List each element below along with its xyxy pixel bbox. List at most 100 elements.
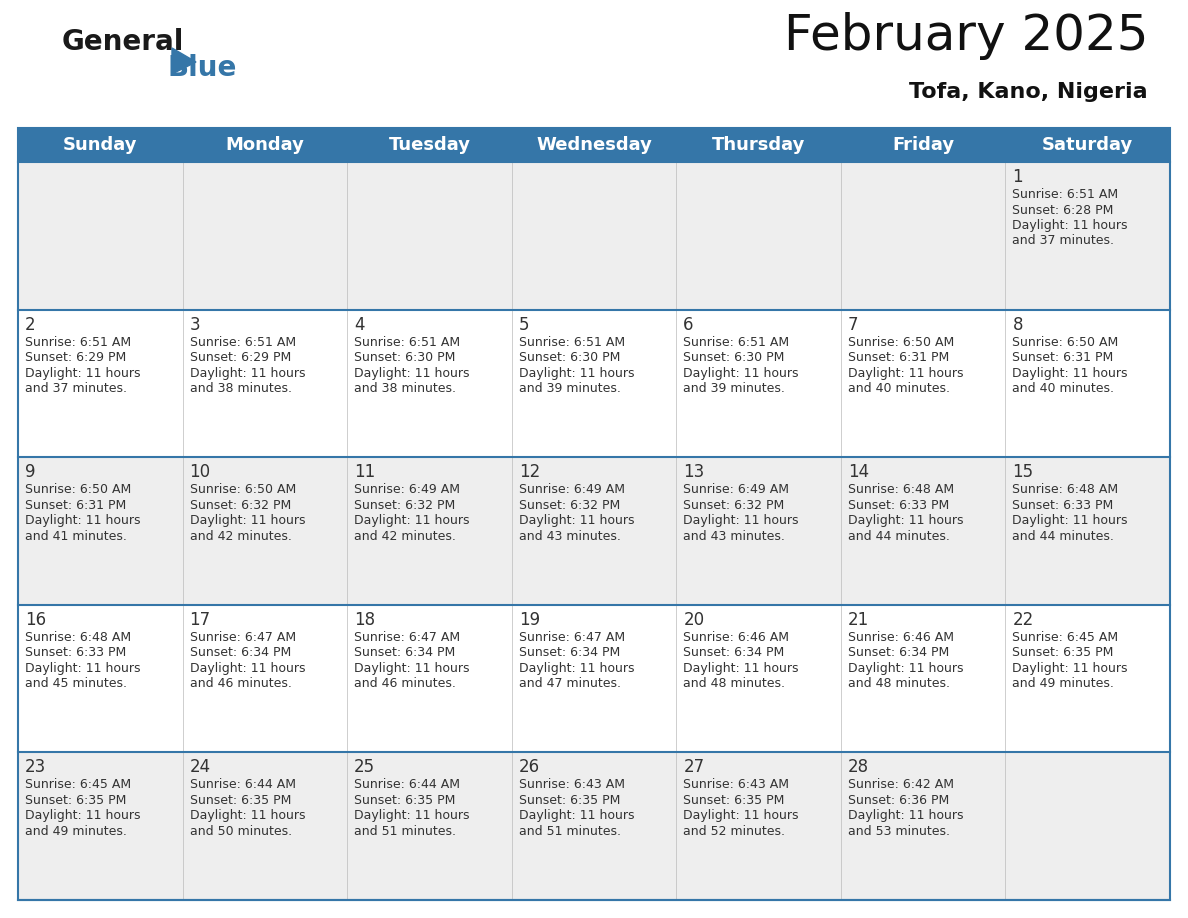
Text: and 38 minutes.: and 38 minutes. xyxy=(190,382,291,395)
Bar xyxy=(18,457,1170,605)
Text: 3: 3 xyxy=(190,316,201,333)
Text: 9: 9 xyxy=(25,464,36,481)
Text: Sunrise: 6:50 AM: Sunrise: 6:50 AM xyxy=(25,483,131,497)
Text: Sunset: 6:32 PM: Sunset: 6:32 PM xyxy=(683,498,784,511)
Text: and 42 minutes.: and 42 minutes. xyxy=(190,530,291,543)
Text: Sunrise: 6:46 AM: Sunrise: 6:46 AM xyxy=(683,631,789,644)
Text: 14: 14 xyxy=(848,464,868,481)
Text: Daylight: 11 hours: Daylight: 11 hours xyxy=(25,810,140,823)
Text: Sunset: 6:33 PM: Sunset: 6:33 PM xyxy=(848,498,949,511)
Text: and 49 minutes.: and 49 minutes. xyxy=(1012,677,1114,690)
Text: and 45 minutes.: and 45 minutes. xyxy=(25,677,127,690)
Text: 26: 26 xyxy=(519,758,539,777)
Text: and 39 minutes.: and 39 minutes. xyxy=(683,382,785,395)
Text: Daylight: 11 hours: Daylight: 11 hours xyxy=(25,514,140,527)
Text: Sunrise: 6:51 AM: Sunrise: 6:51 AM xyxy=(25,336,131,349)
Text: Sunday: Sunday xyxy=(63,136,138,154)
Text: Sunset: 6:32 PM: Sunset: 6:32 PM xyxy=(519,498,620,511)
Text: and 52 minutes.: and 52 minutes. xyxy=(683,825,785,838)
Text: General: General xyxy=(62,28,184,56)
Text: Sunrise: 6:48 AM: Sunrise: 6:48 AM xyxy=(25,631,131,644)
Text: Sunrise: 6:51 AM: Sunrise: 6:51 AM xyxy=(1012,188,1119,201)
Text: Sunrise: 6:47 AM: Sunrise: 6:47 AM xyxy=(519,631,625,644)
Text: and 48 minutes.: and 48 minutes. xyxy=(683,677,785,690)
Text: and 44 minutes.: and 44 minutes. xyxy=(848,530,949,543)
Polygon shape xyxy=(172,48,196,74)
Text: Blue: Blue xyxy=(168,54,236,82)
Text: Daylight: 11 hours: Daylight: 11 hours xyxy=(190,810,305,823)
Text: Sunrise: 6:51 AM: Sunrise: 6:51 AM xyxy=(519,336,625,349)
Text: Sunrise: 6:44 AM: Sunrise: 6:44 AM xyxy=(354,778,460,791)
Text: Daylight: 11 hours: Daylight: 11 hours xyxy=(354,514,469,527)
Text: Sunset: 6:35 PM: Sunset: 6:35 PM xyxy=(519,794,620,807)
Text: Tuesday: Tuesday xyxy=(388,136,470,154)
Text: Sunrise: 6:47 AM: Sunrise: 6:47 AM xyxy=(190,631,296,644)
Text: Sunrise: 6:45 AM: Sunrise: 6:45 AM xyxy=(25,778,131,791)
Text: 25: 25 xyxy=(354,758,375,777)
Text: Daylight: 11 hours: Daylight: 11 hours xyxy=(683,366,798,380)
Text: 17: 17 xyxy=(190,610,210,629)
Text: Sunrise: 6:46 AM: Sunrise: 6:46 AM xyxy=(848,631,954,644)
Text: Sunrise: 6:51 AM: Sunrise: 6:51 AM xyxy=(190,336,296,349)
Text: Daylight: 11 hours: Daylight: 11 hours xyxy=(1012,514,1127,527)
Text: Sunset: 6:29 PM: Sunset: 6:29 PM xyxy=(25,351,126,364)
Text: Thursday: Thursday xyxy=(712,136,805,154)
Text: 2: 2 xyxy=(25,316,36,333)
Text: and 42 minutes.: and 42 minutes. xyxy=(354,530,456,543)
Text: Sunrise: 6:43 AM: Sunrise: 6:43 AM xyxy=(683,778,789,791)
Text: Daylight: 11 hours: Daylight: 11 hours xyxy=(683,514,798,527)
Text: Daylight: 11 hours: Daylight: 11 hours xyxy=(1012,366,1127,380)
Bar xyxy=(18,605,1170,753)
Text: Monday: Monday xyxy=(226,136,304,154)
Text: Daylight: 11 hours: Daylight: 11 hours xyxy=(848,810,963,823)
Text: Friday: Friday xyxy=(892,136,954,154)
Text: Sunrise: 6:49 AM: Sunrise: 6:49 AM xyxy=(519,483,625,497)
Text: Daylight: 11 hours: Daylight: 11 hours xyxy=(519,514,634,527)
Text: 20: 20 xyxy=(683,610,704,629)
Text: 22: 22 xyxy=(1012,610,1034,629)
Text: and 46 minutes.: and 46 minutes. xyxy=(190,677,291,690)
Text: Daylight: 11 hours: Daylight: 11 hours xyxy=(190,366,305,380)
Text: 13: 13 xyxy=(683,464,704,481)
Text: Sunset: 6:35 PM: Sunset: 6:35 PM xyxy=(25,794,126,807)
Text: Sunrise: 6:49 AM: Sunrise: 6:49 AM xyxy=(354,483,460,497)
Text: Daylight: 11 hours: Daylight: 11 hours xyxy=(354,366,469,380)
Bar xyxy=(18,128,1170,900)
Text: Daylight: 11 hours: Daylight: 11 hours xyxy=(848,514,963,527)
Text: and 50 minutes.: and 50 minutes. xyxy=(190,825,292,838)
Text: 11: 11 xyxy=(354,464,375,481)
Text: Sunset: 6:30 PM: Sunset: 6:30 PM xyxy=(519,351,620,364)
Text: 7: 7 xyxy=(848,316,859,333)
Text: Sunrise: 6:50 AM: Sunrise: 6:50 AM xyxy=(190,483,296,497)
Text: Daylight: 11 hours: Daylight: 11 hours xyxy=(519,662,634,675)
Text: Sunset: 6:35 PM: Sunset: 6:35 PM xyxy=(683,794,784,807)
Text: 24: 24 xyxy=(190,758,210,777)
Text: Sunrise: 6:47 AM: Sunrise: 6:47 AM xyxy=(354,631,460,644)
Text: Daylight: 11 hours: Daylight: 11 hours xyxy=(190,514,305,527)
Text: 6: 6 xyxy=(683,316,694,333)
Text: and 40 minutes.: and 40 minutes. xyxy=(1012,382,1114,395)
Text: Daylight: 11 hours: Daylight: 11 hours xyxy=(354,810,469,823)
Text: Sunset: 6:32 PM: Sunset: 6:32 PM xyxy=(354,498,455,511)
Text: 27: 27 xyxy=(683,758,704,777)
Text: Sunset: 6:29 PM: Sunset: 6:29 PM xyxy=(190,351,291,364)
Text: Daylight: 11 hours: Daylight: 11 hours xyxy=(354,662,469,675)
Text: Sunset: 6:31 PM: Sunset: 6:31 PM xyxy=(1012,351,1113,364)
Bar xyxy=(18,309,1170,457)
Text: 1: 1 xyxy=(1012,168,1023,186)
Text: 18: 18 xyxy=(354,610,375,629)
Text: 28: 28 xyxy=(848,758,868,777)
Text: and 51 minutes.: and 51 minutes. xyxy=(519,825,620,838)
Text: Sunset: 6:30 PM: Sunset: 6:30 PM xyxy=(354,351,455,364)
Text: Daylight: 11 hours: Daylight: 11 hours xyxy=(1012,662,1127,675)
Text: 16: 16 xyxy=(25,610,46,629)
Text: Daylight: 11 hours: Daylight: 11 hours xyxy=(519,810,634,823)
Text: Sunrise: 6:51 AM: Sunrise: 6:51 AM xyxy=(354,336,460,349)
Bar xyxy=(18,128,1170,162)
Text: and 46 minutes.: and 46 minutes. xyxy=(354,677,456,690)
Text: Daylight: 11 hours: Daylight: 11 hours xyxy=(190,662,305,675)
Text: Sunset: 6:28 PM: Sunset: 6:28 PM xyxy=(1012,204,1114,217)
Text: Sunset: 6:36 PM: Sunset: 6:36 PM xyxy=(848,794,949,807)
Text: Daylight: 11 hours: Daylight: 11 hours xyxy=(848,662,963,675)
Text: 8: 8 xyxy=(1012,316,1023,333)
